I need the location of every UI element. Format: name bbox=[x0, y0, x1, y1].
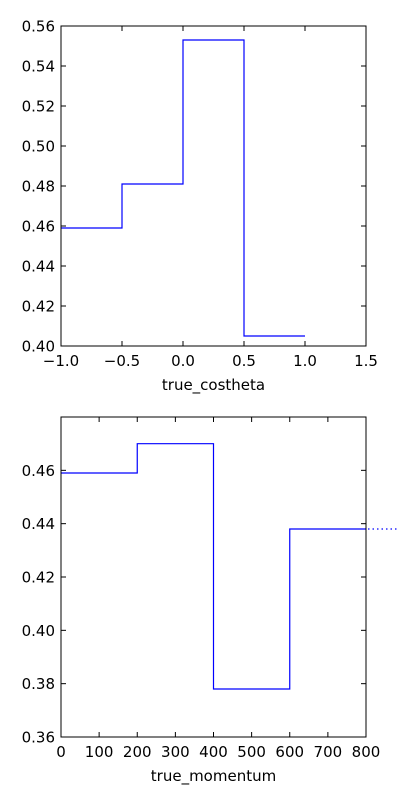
momentum-step-line bbox=[61, 443, 366, 690]
costheta-xtick-label: 1.0 bbox=[293, 352, 317, 370]
costheta-ytick-label: 0.48 bbox=[22, 178, 55, 196]
costheta-xtick-label: 0.5 bbox=[232, 352, 256, 370]
costheta-step-line bbox=[61, 39, 305, 337]
costheta-ytick-label: 0.42 bbox=[22, 298, 55, 316]
costheta-ytick-label: 0.50 bbox=[22, 138, 55, 156]
momentum-ytick-label: 0.44 bbox=[22, 515, 55, 533]
momentum-ytick-label: 0.42 bbox=[22, 569, 55, 587]
momentum-xtick-label: 0 bbox=[56, 743, 66, 761]
momentum-xtick-label: 100 bbox=[85, 743, 114, 761]
momentum-chart: 0 100 200 300 400 500 600 700 800 0.36 0.38 0.40 0.4… bbox=[22, 416, 398, 786]
momentum-ytick-label: 0.38 bbox=[22, 675, 55, 693]
momentum-ytick-label: 0.40 bbox=[22, 622, 55, 640]
momentum-xtick-label: 600 bbox=[275, 743, 304, 761]
costheta-ytick-label: 0.46 bbox=[22, 218, 55, 236]
momentum-xtick-label: 400 bbox=[199, 743, 228, 761]
momentum-xtick-label: 200 bbox=[123, 743, 152, 761]
costheta-ytick-label: 0.56 bbox=[22, 18, 55, 36]
costheta-xlabel: true_costheta bbox=[162, 376, 265, 395]
costheta-xtick-label: 1.5 bbox=[354, 352, 378, 370]
costheta-xtick-label: −0.5 bbox=[104, 352, 140, 370]
momentum-xtick-label: 500 bbox=[237, 743, 266, 761]
momentum-xtick-label: 700 bbox=[314, 743, 343, 761]
costheta-ytick-label: 0.52 bbox=[22, 98, 55, 116]
costheta-ytick-label: 0.44 bbox=[22, 258, 55, 276]
costheta-chart: −1.0 −0.5 0.0 0.5 1.0 1.5 0.40 0.42 0.44 0.46 0.48… bbox=[22, 18, 378, 396]
costheta-axes-frame bbox=[60, 25, 367, 347]
costheta-xtick-label: −1.0 bbox=[43, 352, 79, 370]
momentum-ytick-label: 0.46 bbox=[22, 462, 55, 480]
momentum-xlabel: true_momentum bbox=[151, 767, 276, 786]
costheta-ytick-label: 0.54 bbox=[22, 58, 55, 76]
momentum-xtick-label: 800 bbox=[352, 743, 381, 761]
momentum-xtick-label: 300 bbox=[161, 743, 190, 761]
costheta-ytick-label: 0.40 bbox=[22, 338, 55, 356]
costheta-xtick-label: 0.0 bbox=[171, 352, 195, 370]
momentum-ytick-label: 0.36 bbox=[22, 729, 55, 747]
